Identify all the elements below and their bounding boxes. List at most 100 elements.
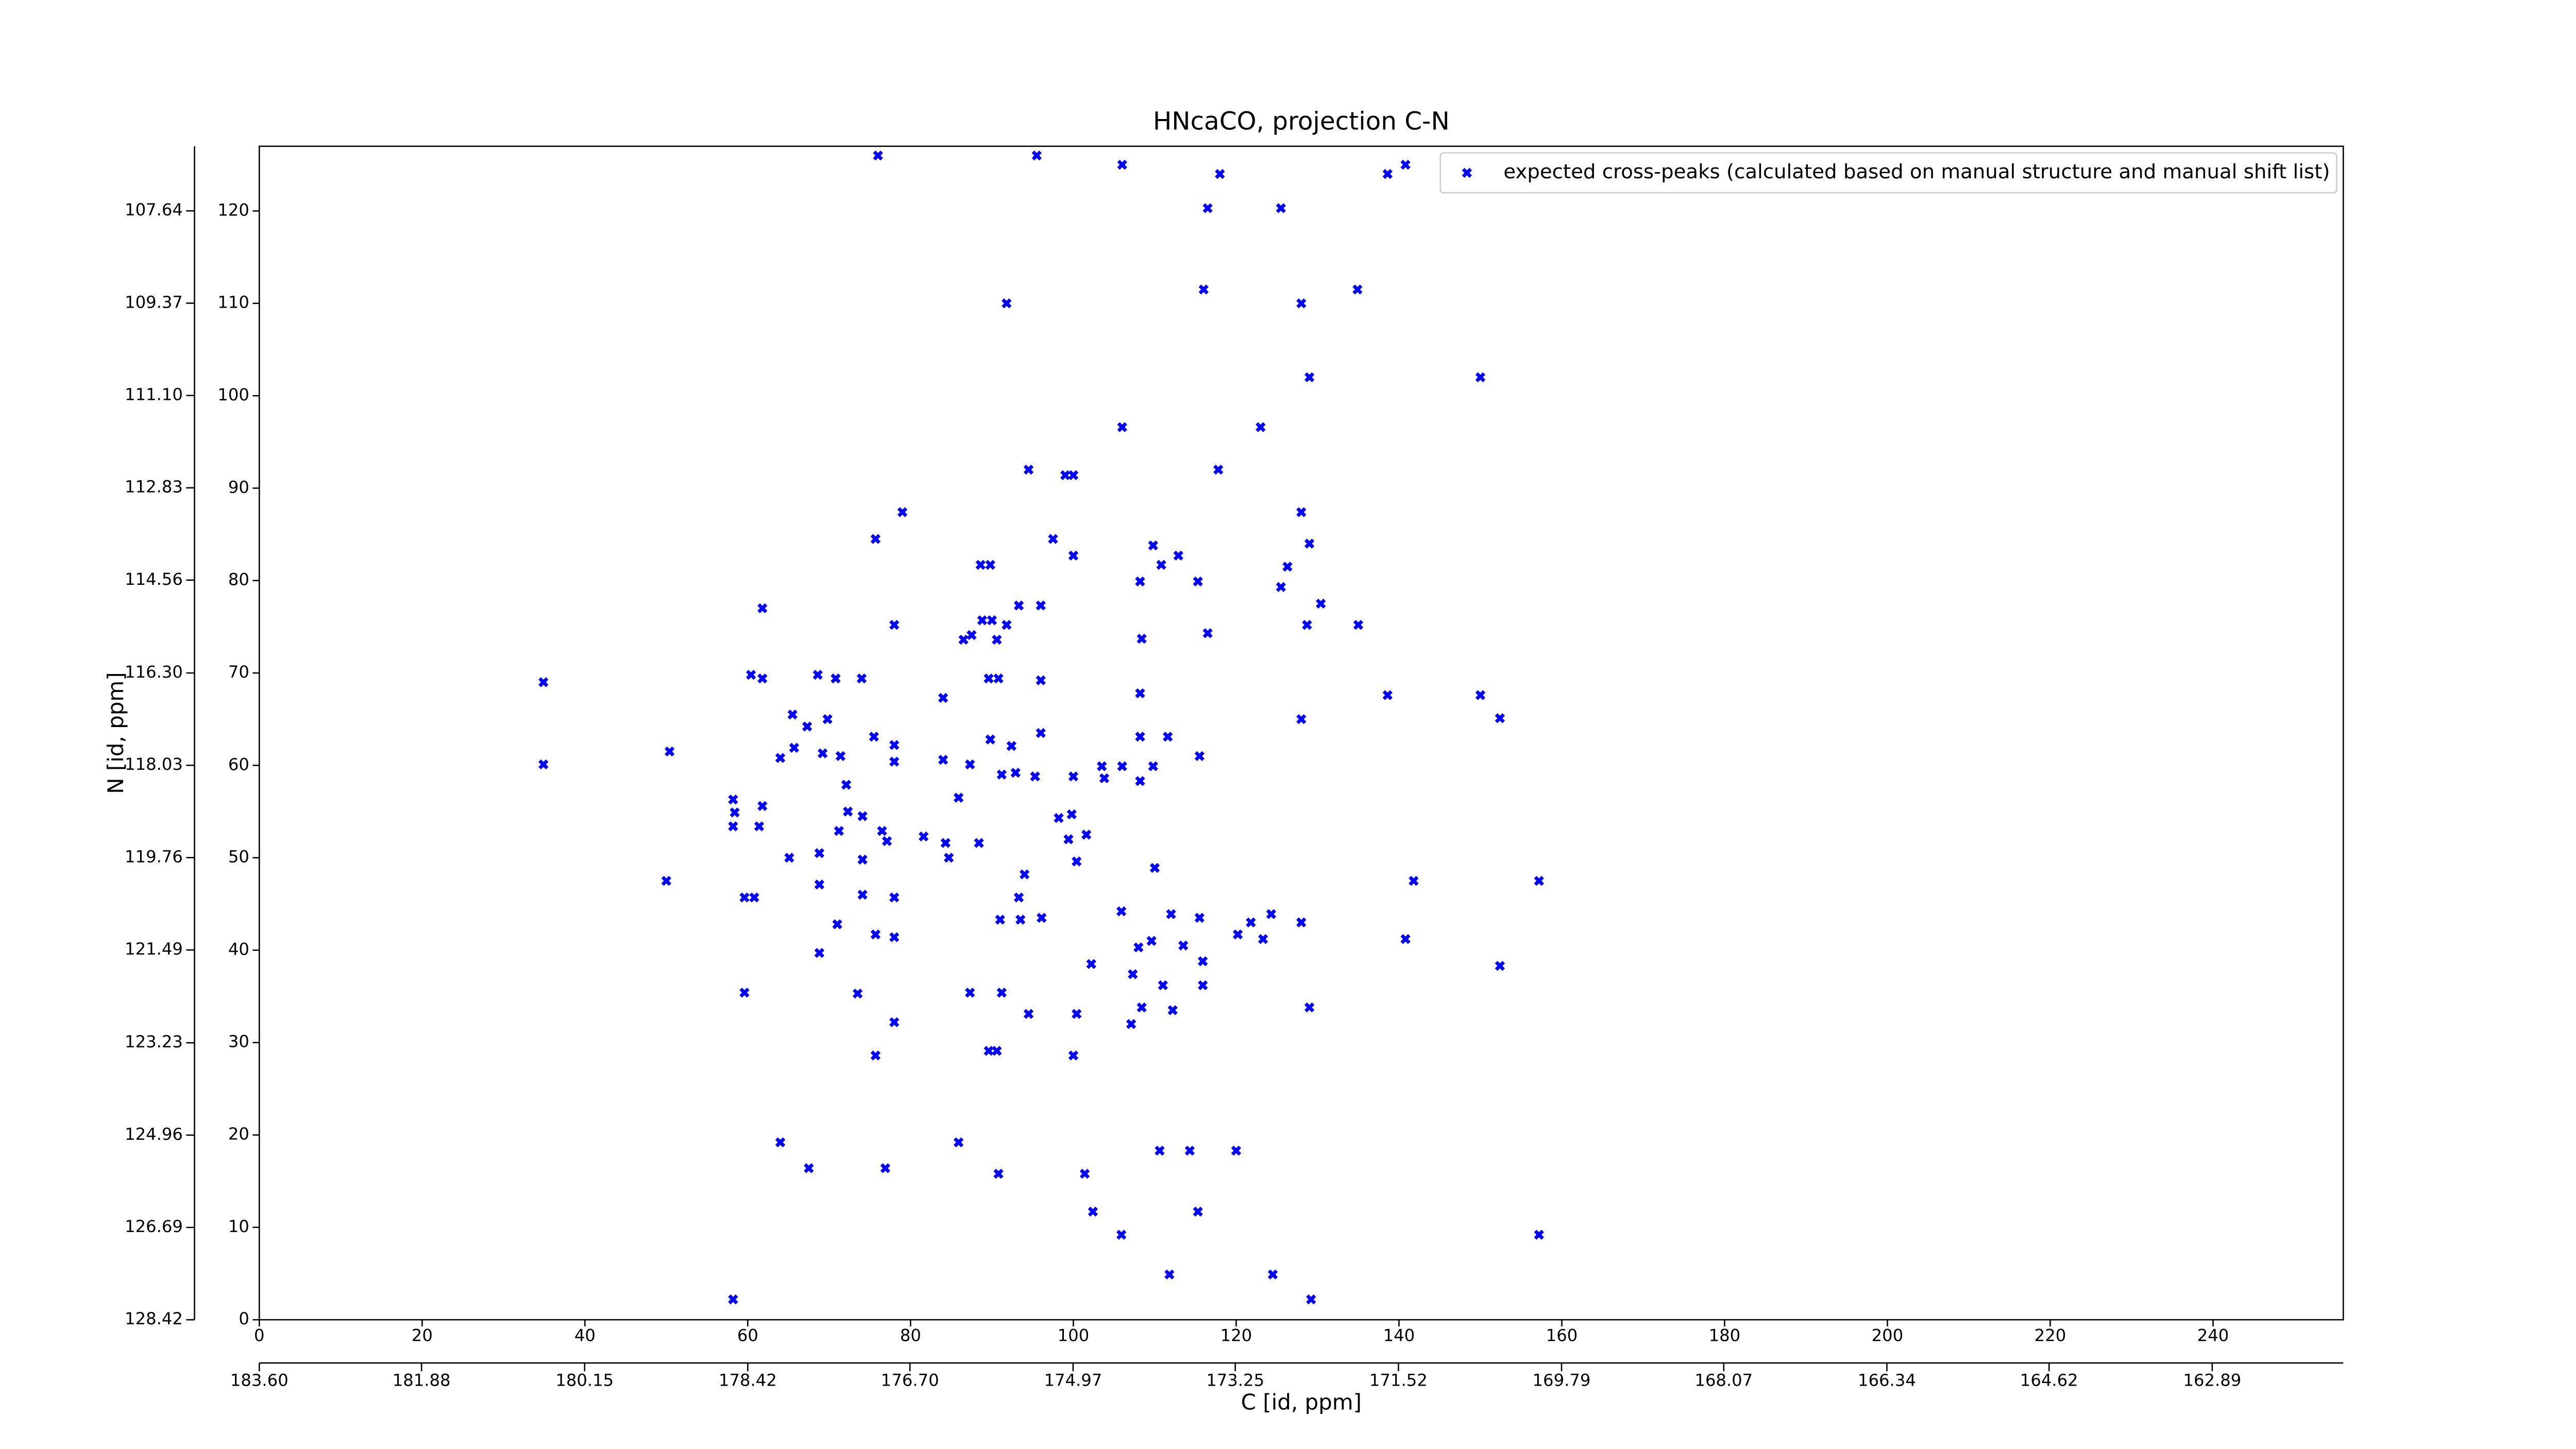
legend: expected cross-peaks (calculated based o…: [1439, 152, 2337, 194]
x2-tick-label: 176.70: [881, 1371, 939, 1390]
cross-peak: [1117, 422, 1127, 432]
cross-peak: [1213, 464, 1224, 475]
cross-peak: [1060, 470, 1071, 480]
cross-peak: [843, 806, 853, 817]
cross-peak: [1198, 284, 1209, 295]
cross-peak: [1400, 160, 1411, 170]
cross-peak: [958, 634, 969, 645]
cross-peak: [1015, 915, 1026, 925]
cross-peak: [1475, 372, 1486, 382]
cross-peak: [841, 780, 852, 790]
cross-peak: [1086, 959, 1096, 969]
cross-peak: [1258, 934, 1268, 945]
chart-title: HNcaCO, projection C-N: [1153, 107, 1450, 136]
cross-peak: [1194, 913, 1205, 923]
y-tick-label: 30: [228, 1032, 249, 1051]
cross-peak: [1166, 909, 1176, 919]
cross-peak: [1167, 1005, 1178, 1016]
x-tick-label: 0: [254, 1325, 265, 1345]
cross-peak: [984, 673, 994, 684]
cross-peak: [775, 753, 786, 763]
cross-peak: [818, 748, 828, 759]
cross-peak: [757, 673, 768, 684]
cross-peak: [1002, 620, 1012, 630]
cross-peak: [831, 673, 841, 684]
cross-peak: [1133, 942, 1144, 953]
cross-peak: [870, 534, 881, 544]
cross-peak: [992, 1046, 1002, 1056]
cross-peak: [1266, 909, 1277, 919]
cross-peak: [967, 630, 977, 641]
x-tick-label: 160: [1546, 1325, 1578, 1345]
cross-peak: [1304, 1002, 1315, 1013]
cross-peak: [985, 734, 995, 745]
x-tick-label: 240: [2197, 1325, 2229, 1345]
cross-peak: [1002, 298, 1012, 309]
cross-peak: [1023, 464, 1034, 475]
cross-peak: [940, 838, 951, 848]
cross-peak: [953, 1137, 964, 1148]
cross-peak: [728, 794, 738, 805]
cross-peak: [1382, 690, 1393, 700]
cross-peak: [1215, 169, 1225, 179]
cross-peak: [832, 919, 842, 930]
cross-peak: [975, 560, 986, 570]
cross-peak: [1495, 961, 1505, 971]
cross-peak: [1068, 771, 1079, 782]
y2-tick-label: 107.64: [125, 200, 183, 220]
y-tick-label: 100: [217, 385, 249, 405]
cross-peak: [804, 1163, 814, 1173]
cross-peak: [869, 732, 879, 742]
x2-tick-label: 183.60: [230, 1371, 289, 1390]
x-axis-label: C [id, ppm]: [1241, 1389, 1362, 1414]
cross-peak: [1148, 761, 1158, 771]
x2-tick-label: 168.07: [1694, 1371, 1753, 1390]
y2-tick-label: 119.76: [125, 847, 183, 866]
cross-peak: [1013, 600, 1024, 611]
y2-tick-label: 124.96: [125, 1124, 183, 1144]
cross-peak: [814, 879, 825, 890]
cross-peak: [889, 892, 900, 903]
y-tick-label: 70: [228, 662, 249, 682]
cross-peak: [985, 560, 995, 570]
cross-peak: [943, 852, 954, 863]
y-tick-label: 110: [217, 293, 249, 312]
cross-peak: [1296, 298, 1307, 309]
cross-peak: [1193, 576, 1203, 587]
cross-peak: [1023, 1008, 1034, 1019]
cross-peak: [661, 875, 672, 886]
cross-peak: [889, 932, 900, 942]
x-tick-label: 80: [900, 1325, 921, 1345]
x-tick-label: 180: [1709, 1325, 1741, 1345]
cross-peak: [775, 1137, 786, 1148]
cross-peak: [1036, 728, 1046, 738]
x2-tick-label: 162.89: [2183, 1371, 2241, 1390]
x-tick-label: 220: [2035, 1325, 2066, 1345]
cross-peak: [739, 892, 750, 903]
cross-peak: [787, 709, 798, 720]
cross-peak: [1030, 771, 1040, 782]
cross-peak: [1006, 740, 1016, 751]
cross-peak: [754, 821, 765, 832]
x2-tick-label: 169.79: [1533, 1371, 1591, 1390]
cross-peak: [857, 811, 868, 821]
cross-peak: [993, 1169, 1004, 1179]
cross-peak: [953, 793, 964, 803]
cross-peak: [877, 825, 887, 836]
cross-peak: [1063, 834, 1074, 845]
cross-peak: [1135, 732, 1145, 742]
cross-peak: [1117, 761, 1127, 771]
cross-peak: [996, 769, 1007, 780]
x-tick-label: 140: [1383, 1325, 1415, 1345]
cross-peak: [1173, 550, 1183, 561]
cross-peak: [784, 852, 794, 863]
y2-tick-label: 112.83: [125, 477, 183, 497]
cross-peak: [1037, 913, 1047, 923]
y2-tick-label: 118.03: [125, 754, 183, 774]
y-tick-label: 90: [228, 477, 249, 497]
x-tick-label: 40: [574, 1325, 596, 1345]
cross-peak: [1158, 980, 1168, 990]
cross-peak: [1013, 892, 1024, 903]
cross-peak: [965, 759, 975, 770]
